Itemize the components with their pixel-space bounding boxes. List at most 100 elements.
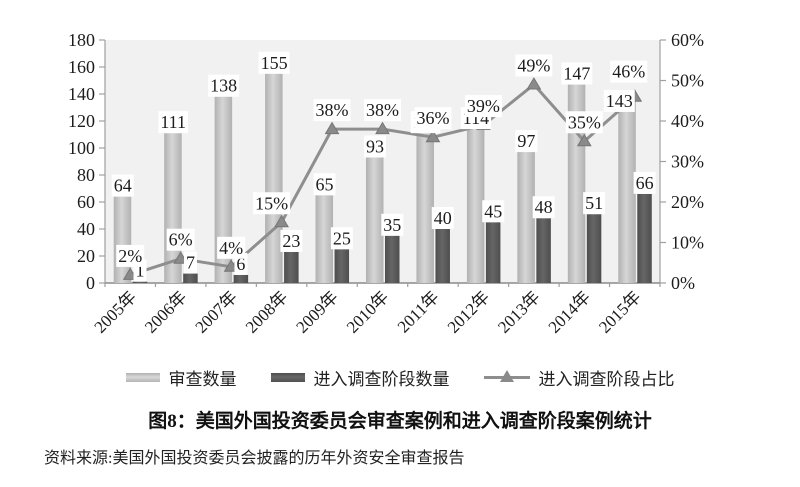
line-marker-triangle: [526, 77, 542, 90]
bar-label-review: 143: [606, 91, 633, 111]
bar-investigation-count: [385, 235, 400, 283]
bar-investigation-count: [132, 281, 148, 283]
bar-review-count: [466, 129, 485, 283]
bar-label-investigation-bg: [482, 200, 505, 223]
line-label-percent-bg: [253, 192, 291, 215]
bar-label-review: 111: [160, 112, 186, 132]
bar-review-count: [265, 73, 283, 283]
left-axis-tick-label: 40: [77, 219, 95, 239]
bar-label-review-bg: [158, 111, 189, 134]
line-marker-triangle: [375, 121, 390, 135]
bar-review-count: [113, 196, 132, 283]
bar-label-review: 138: [210, 76, 237, 96]
bar-label-review: 155: [261, 53, 288, 73]
bar-label-review-bg: [208, 74, 240, 97]
x-category-label: 2007年: [191, 287, 240, 336]
right-axis-tick-label: 0%: [671, 273, 695, 293]
right-axis-tick-label: 30%: [671, 152, 704, 172]
line-label-percent: 49%: [517, 56, 550, 76]
bar-label-investigation-bg: [330, 227, 353, 250]
bar-label-investigation: 66: [636, 173, 654, 193]
bar-label-investigation-bg: [183, 251, 197, 274]
line-label-percent: 36%: [416, 108, 449, 128]
bar-label-investigation: 23: [282, 231, 300, 251]
line-marker-triangle: [576, 133, 592, 147]
line-label-percent: 35%: [568, 112, 601, 132]
line-label-percent-bg: [565, 111, 603, 134]
x-category-label: 2009年: [292, 287, 341, 336]
left-axis-tick-label: 80: [77, 165, 95, 185]
bar-label-investigation: 45: [484, 201, 502, 221]
bar-label-investigation: 7: [186, 253, 195, 273]
x-category-label: 2006年: [141, 287, 190, 336]
x-category-label: 2013年: [494, 287, 543, 336]
line-label-percent-bg: [464, 95, 502, 118]
line-marker-triangle: [173, 251, 189, 264]
legend-swatch-dark-bar-icon: [270, 372, 305, 382]
line-label-percent-bg: [610, 60, 648, 83]
right-axis-tick-label: 20%: [671, 192, 704, 212]
bar-investigation-count: [435, 229, 450, 283]
x-category-label: 2008年: [242, 287, 291, 336]
bar-investigation-count: [586, 214, 602, 283]
bar-label-review: 64: [114, 176, 132, 196]
bar-label-review: 65: [316, 174, 334, 194]
legend-line-triangle-icon: [483, 370, 530, 384]
bar-label-investigation-bg: [381, 213, 404, 236]
legend-swatch-light-bar-icon: [125, 372, 160, 382]
bar-review-count: [214, 96, 233, 283]
left-axis-tick-label: 120: [68, 111, 95, 131]
x-category-label: 2005年: [91, 287, 140, 336]
bar-label-investigation-bg: [633, 171, 656, 194]
bar-investigation-count: [536, 218, 551, 283]
right-axis-tick-label: 60%: [671, 30, 704, 50]
left-axis-tick-label: 180: [68, 30, 95, 50]
right-axis-tick-label: 50%: [671, 71, 704, 91]
line-label-percent-bg: [515, 54, 553, 77]
line-label-percent-bg: [313, 99, 351, 122]
line-label-percent-bg: [116, 244, 145, 267]
combo-chart: 0204060801001201401601800%10%20%30%40%50…: [68, 30, 704, 337]
bar-review-count: [315, 195, 334, 283]
bar-label-review-bg: [364, 135, 386, 158]
bar-review-count: [416, 133, 434, 283]
line-label-percent-bg: [166, 228, 195, 251]
legend-item-investigation-share: 进入调查阶段占比: [483, 365, 675, 390]
bar-investigation-count: [284, 251, 299, 283]
line-label-percent: 38%: [366, 100, 399, 120]
line-label-percent: 4%: [219, 238, 243, 258]
figure-title: 图8：美国外国投资委员会审查案例和进入调查阶段案例统计: [148, 411, 652, 432]
line-label-percent-bg: [364, 99, 401, 122]
bar-review-count: [618, 89, 636, 283]
figure-source: 资料来源:美国外国投资委员会披露的历年外资安全审查报告: [44, 450, 465, 467]
bar-label-investigation-bg: [583, 192, 606, 215]
bar-label-review: 147: [563, 64, 590, 84]
left-axis-tick-label: 0: [86, 273, 95, 293]
bar-label-investigation: 35: [383, 215, 401, 235]
bar-label-review-bg: [111, 174, 134, 197]
legend-label-review-count: 审查数量: [168, 369, 237, 389]
x-category-label: 2014年: [545, 287, 594, 336]
left-axis-tick-label: 60: [77, 192, 95, 212]
line-label-percent: 38%: [316, 100, 349, 120]
line-marker-triangle: [425, 129, 441, 143]
bar-label-review-bg: [313, 173, 336, 196]
bar-investigation-count: [485, 222, 501, 283]
legend-triangle-icon: [499, 370, 514, 382]
line-marker-triangle: [122, 267, 138, 280]
bar-label-investigation: 1: [136, 261, 145, 281]
bar-label-investigation-bg: [532, 196, 555, 219]
legend-item-review-count: 审查数量: [125, 365, 237, 390]
bar-review-count: [517, 152, 535, 283]
x-category-label: 2015年: [595, 287, 644, 336]
chart-legend: 审查数量 进入调查阶段数量 进入调查阶段占比: [0, 362, 800, 392]
bar-label-review-bg: [515, 130, 538, 153]
line-label-percent: 46%: [612, 62, 645, 82]
line-label-percent-bg: [217, 236, 246, 259]
bar-label-review-bg: [603, 89, 635, 112]
bar-label-investigation: 6: [236, 254, 245, 274]
bar-label-review: 97: [517, 131, 535, 151]
line-label-percent-bg: [414, 107, 452, 130]
left-axis-tick-label: 140: [68, 84, 95, 104]
